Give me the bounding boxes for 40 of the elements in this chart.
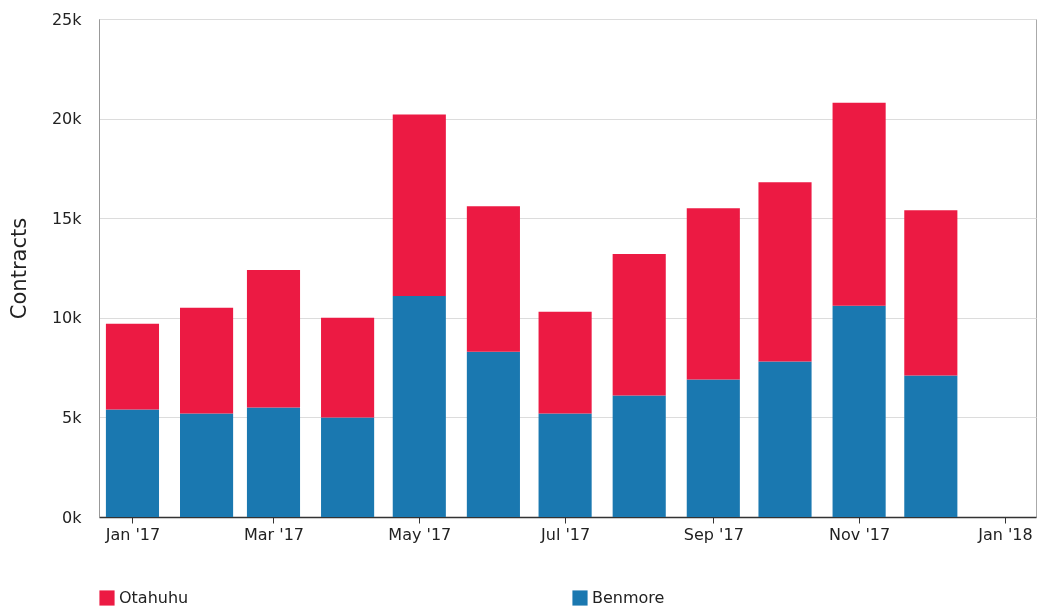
bar xyxy=(392,114,446,296)
bar xyxy=(466,351,520,517)
bar xyxy=(686,379,740,517)
x-tick-label: Mar '17 xyxy=(243,524,305,544)
y-tick-label: 10k xyxy=(51,308,83,328)
x-tick-label: Nov '17 xyxy=(829,524,891,544)
bar xyxy=(105,409,160,517)
bar xyxy=(105,323,160,410)
bar xyxy=(904,375,958,517)
x-tick-label: Jul '17 xyxy=(540,524,591,544)
y-tick-label: 20k xyxy=(51,109,83,129)
bar xyxy=(612,254,666,396)
y-tick-label: 25k xyxy=(51,9,83,29)
bar xyxy=(180,307,234,414)
legend-label: Otahuhu xyxy=(119,588,189,606)
y-tick-label: 15k xyxy=(51,208,83,228)
bar xyxy=(904,210,958,376)
bar xyxy=(321,317,375,418)
x-tick-label: May '17 xyxy=(388,524,452,544)
x-tick-label: Jan '18 xyxy=(977,524,1033,544)
bar xyxy=(758,182,812,362)
bar xyxy=(466,206,520,352)
bar xyxy=(246,269,301,408)
bar xyxy=(832,305,886,517)
bar xyxy=(538,413,592,517)
bar xyxy=(758,361,812,517)
bar xyxy=(180,413,234,517)
y-tick-label: 5k xyxy=(62,407,83,427)
bar xyxy=(538,311,592,414)
bar xyxy=(832,102,886,306)
bar xyxy=(686,208,740,380)
bar xyxy=(392,295,446,517)
y-tick-label: 0k xyxy=(62,507,83,527)
x-tick-label: Sep '17 xyxy=(683,524,744,544)
x-tick-label: Jan '17 xyxy=(104,524,161,544)
y-axis-title: Contracts xyxy=(6,217,31,320)
bar xyxy=(612,395,666,517)
bar xyxy=(246,407,301,517)
bar xyxy=(321,417,375,517)
legend-label: Benmore xyxy=(592,588,665,606)
